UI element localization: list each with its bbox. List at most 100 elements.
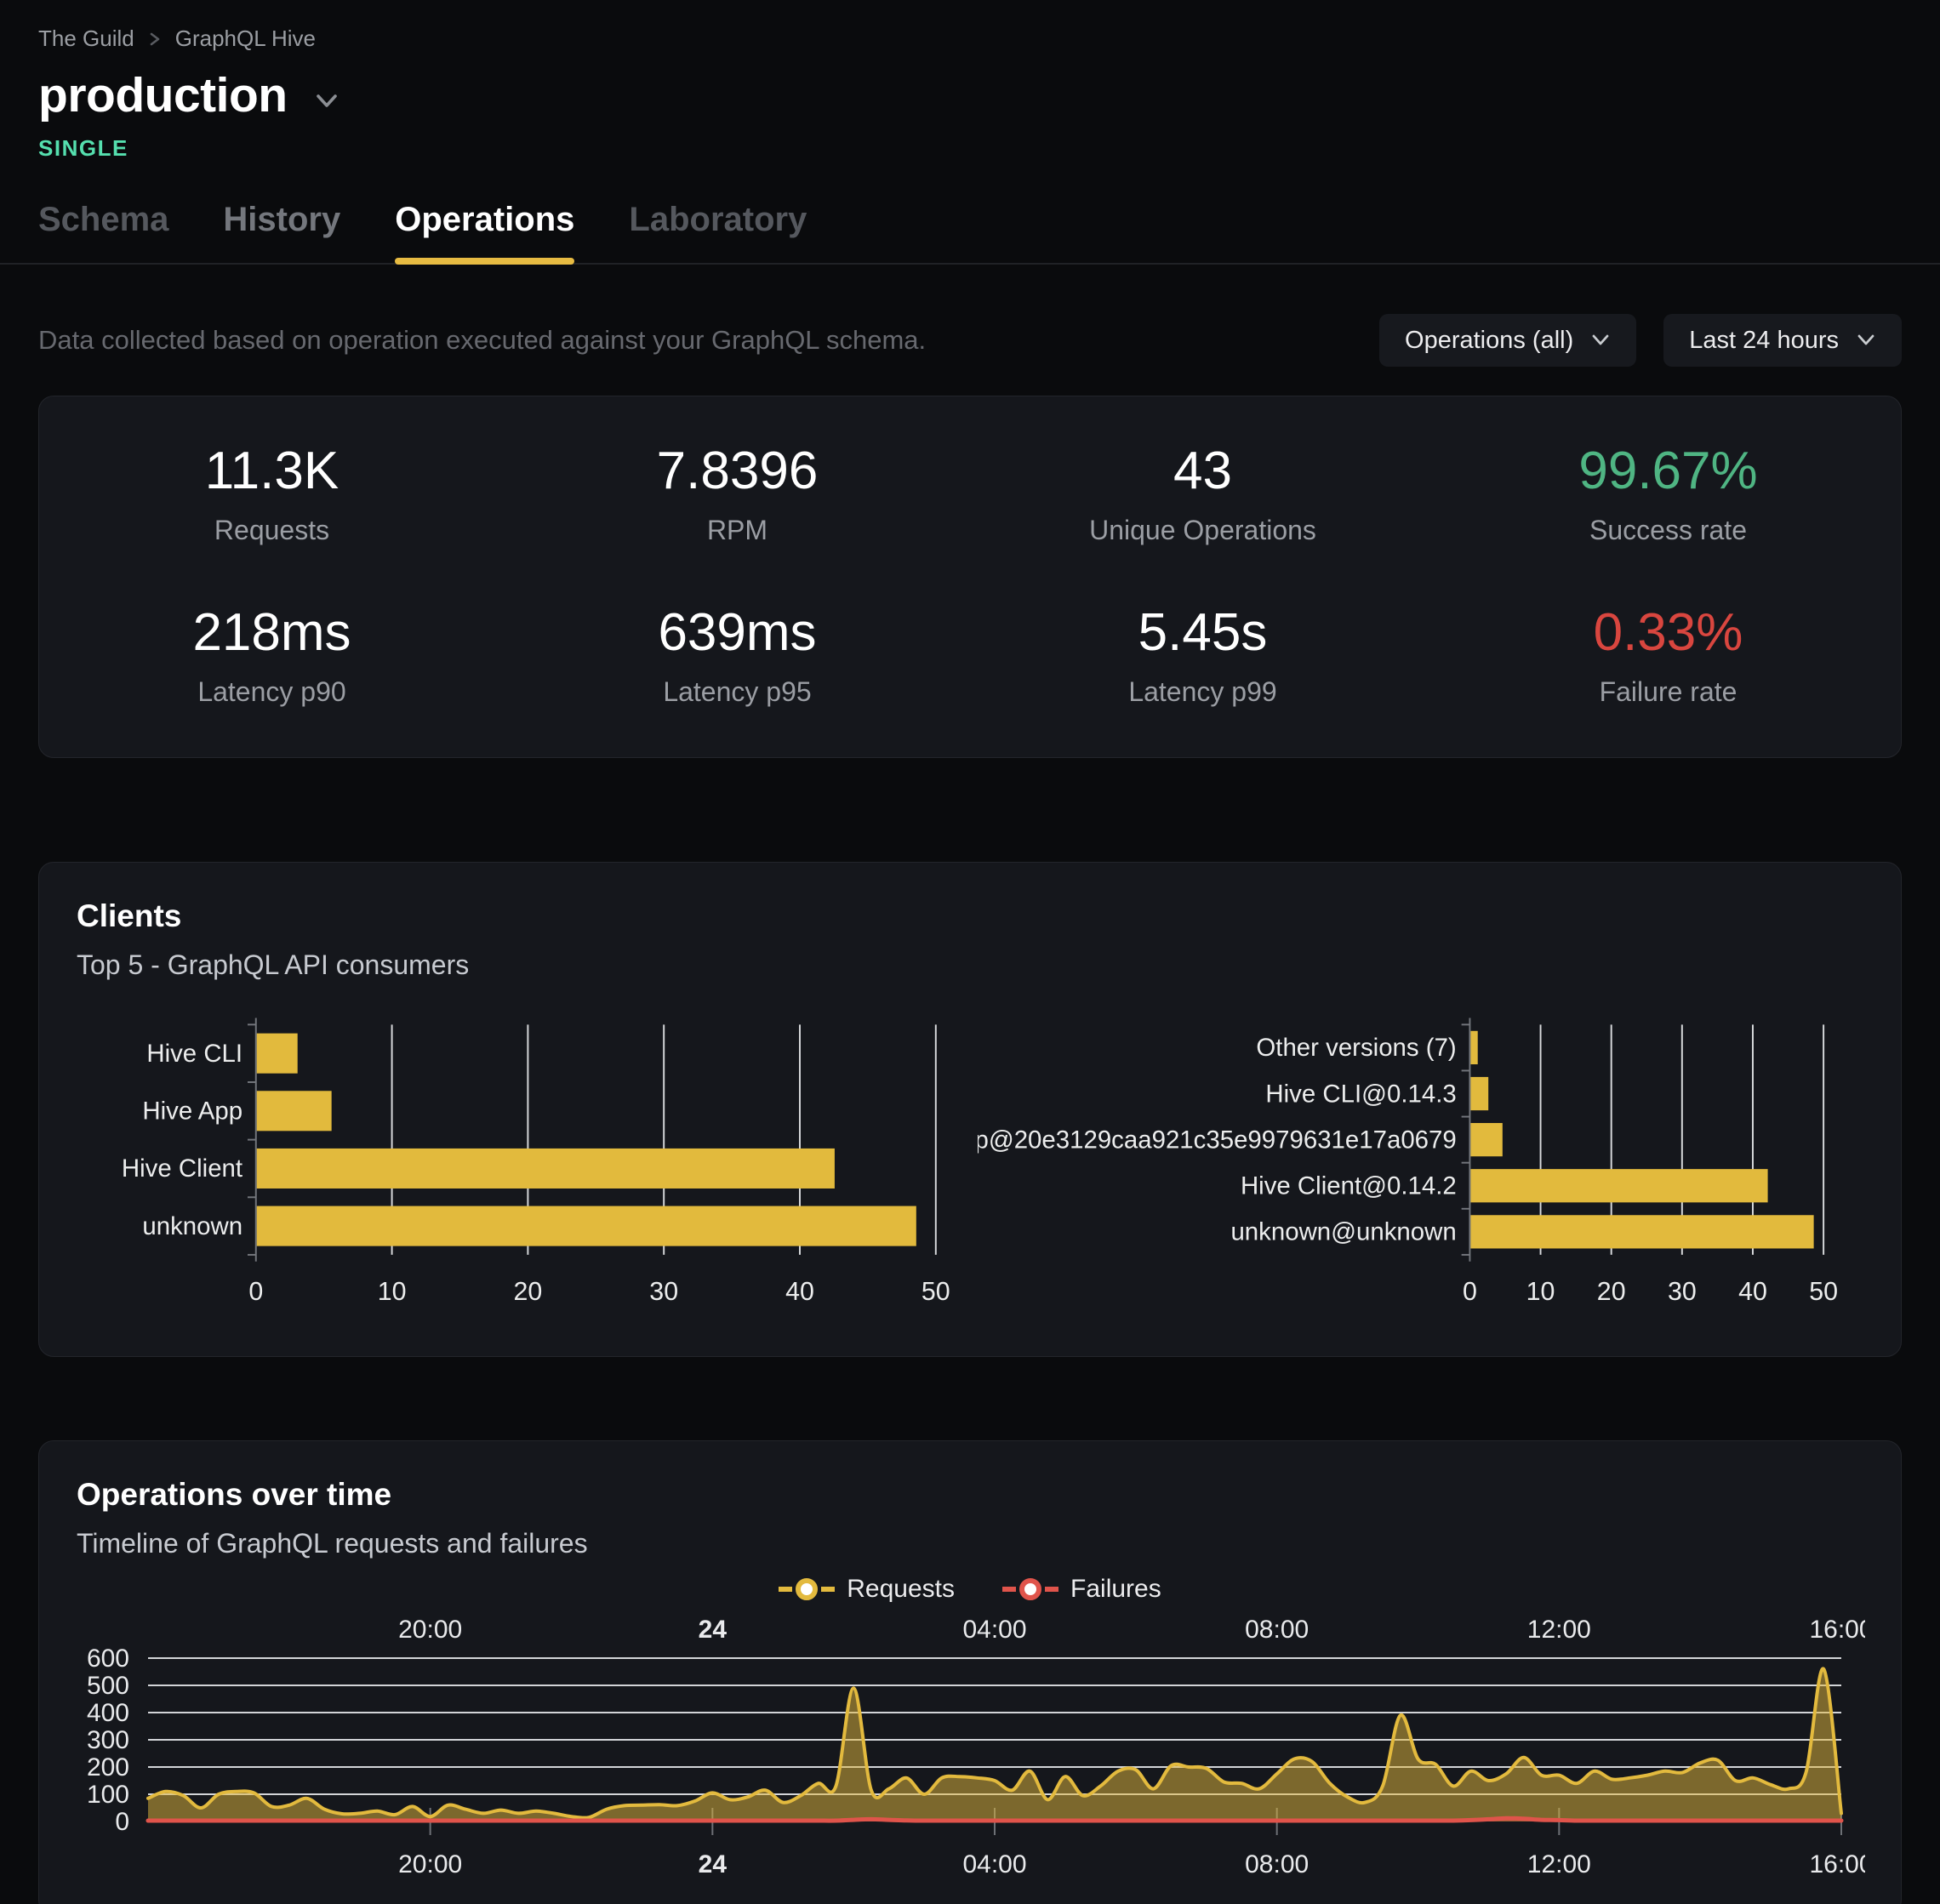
bar[interactable] bbox=[256, 1091, 332, 1132]
bar[interactable] bbox=[256, 1206, 916, 1246]
y-tick-label: 500 bbox=[87, 1672, 129, 1700]
x-tick-label: 50 bbox=[1809, 1277, 1838, 1306]
operations-timeline-chart[interactable]: 20:00 20:00 24 24 04:00 04:00 08:00 08:00 12:00 1… bbox=[77, 1616, 1874, 1888]
active-tab-underline bbox=[395, 258, 575, 265]
x-tick-label-bottom: 24 bbox=[699, 1850, 728, 1878]
bar[interactable] bbox=[1470, 1030, 1478, 1065]
stat-label: Requests bbox=[214, 515, 330, 545]
stat-failure-rate: 0.33% Failure rate bbox=[1435, 602, 1901, 708]
stat-value: 11.3K bbox=[204, 442, 340, 500]
category-label: unknown@unknown bbox=[1230, 1218, 1456, 1246]
stat-value: 5.45s bbox=[1138, 603, 1268, 662]
stat-latency-p90: 218ms Latency p90 bbox=[39, 602, 505, 708]
time-range-dropdown[interactable]: Last 24 hours bbox=[1663, 314, 1902, 367]
timeline-legend: Requests Failures bbox=[77, 1575, 1863, 1604]
x-tick-label: 30 bbox=[1668, 1277, 1697, 1306]
stat-label: Latency p95 bbox=[663, 676, 812, 707]
y-tick-label: 200 bbox=[87, 1753, 129, 1781]
tab-schema[interactable]: Schema bbox=[38, 201, 169, 238]
clients-by-version-chart[interactable]: 0 10 20 30 40 50 Other versions (7) Hive CLI@0.… bbox=[978, 1017, 1863, 1316]
breadcrumb: The Guild GraphQL Hive bbox=[38, 26, 1902, 52]
chevron-right-icon bbox=[148, 29, 162, 49]
x-tick-label-bottom: 04:00 bbox=[962, 1850, 1026, 1878]
page-title: production bbox=[38, 68, 288, 123]
category-label: unknown bbox=[142, 1212, 242, 1240]
target-type-badge: SINGLE bbox=[38, 135, 128, 161]
stat-latency-p99: 5.45s Latency p99 bbox=[970, 602, 1435, 708]
x-tick-label-bottom: 20:00 bbox=[398, 1850, 462, 1878]
tab-history[interactable]: History bbox=[223, 201, 341, 238]
y-tick-label: 600 bbox=[87, 1645, 129, 1673]
requests-series-marker-icon bbox=[779, 1578, 836, 1600]
bar[interactable] bbox=[256, 1148, 835, 1189]
tab-operations[interactable]: Operations bbox=[395, 201, 575, 265]
x-tick-label: 50 bbox=[922, 1277, 950, 1306]
bar[interactable] bbox=[1470, 1215, 1814, 1249]
stat-label: RPM bbox=[706, 515, 768, 545]
operations-filter-value: Operations (all) bbox=[1405, 326, 1574, 354]
y-tick-label: 400 bbox=[87, 1699, 129, 1727]
stat-value: 639ms bbox=[658, 603, 817, 662]
x-tick-label-top: 04:00 bbox=[962, 1617, 1026, 1644]
chevron-down-icon[interactable] bbox=[313, 92, 340, 111]
x-tick-label: 10 bbox=[378, 1277, 407, 1306]
legend-item-requests[interactable]: Requests bbox=[779, 1575, 955, 1604]
stat-value: 7.8396 bbox=[656, 442, 819, 500]
x-tick-label-top: 24 bbox=[699, 1617, 728, 1644]
stat-label: Latency p90 bbox=[197, 676, 346, 707]
stat-label: Failure rate bbox=[1599, 676, 1737, 707]
clients-subtitle: Top 5 - GraphQL API consumers bbox=[77, 949, 470, 980]
breadcrumb-item-organization[interactable]: The Guild bbox=[38, 26, 134, 51]
bar[interactable] bbox=[1470, 1123, 1503, 1157]
bar[interactable] bbox=[256, 1033, 298, 1074]
y-tick-label: 0 bbox=[115, 1808, 129, 1836]
stat-label: Success rate bbox=[1589, 515, 1747, 545]
operations-filter-dropdown[interactable]: Operations (all) bbox=[1379, 314, 1637, 367]
tab-laboratory[interactable]: Laboratory bbox=[629, 201, 807, 238]
stat-label: Latency p99 bbox=[1128, 676, 1277, 707]
stat-unique-operations: 43 Unique Operations bbox=[970, 441, 1435, 546]
breadcrumb-item-project[interactable]: GraphQL Hive bbox=[174, 26, 316, 51]
x-tick-label-bottom: 12:00 bbox=[1527, 1850, 1591, 1878]
clients-by-name-chart[interactable]: 0 10 20 30 40 50 Hive CLI Hive App Hive Client un… bbox=[77, 1017, 978, 1316]
y-tick-label: 100 bbox=[87, 1781, 129, 1809]
legend-label: Failures bbox=[1070, 1575, 1161, 1603]
x-tick-label: 30 bbox=[649, 1277, 678, 1306]
category-label: Hive CLI@0.14.3 bbox=[1265, 1080, 1456, 1108]
requests-line[interactable] bbox=[146, 1667, 1843, 1820]
x-tick-label-top: 08:00 bbox=[1245, 1617, 1309, 1644]
category-label: Hive CLI bbox=[146, 1040, 242, 1068]
stat-value: 99.67% bbox=[1578, 442, 1758, 500]
bar[interactable] bbox=[1470, 1169, 1768, 1203]
legend-label: Requests bbox=[847, 1575, 956, 1603]
operations-over-time-card: Operations over time Timeline of GraphQL… bbox=[38, 1440, 1902, 1904]
stat-value: 218ms bbox=[192, 603, 351, 662]
controls-row: Data collected based on operation execut… bbox=[38, 314, 1902, 367]
stat-success-rate: 99.67% Success rate bbox=[1435, 441, 1901, 546]
x-tick-label: 10 bbox=[1526, 1277, 1555, 1306]
time-range-value: Last 24 hours bbox=[1689, 326, 1839, 354]
stat-rpm: 7.8396 RPM bbox=[505, 441, 970, 546]
x-tick-label-bottom: 08:00 bbox=[1245, 1850, 1309, 1878]
failures-series-marker-icon bbox=[1002, 1578, 1059, 1600]
x-tick-label: 0 bbox=[248, 1277, 263, 1306]
x-tick-label: 20 bbox=[1597, 1277, 1626, 1306]
category-label: Hive Client bbox=[122, 1154, 242, 1183]
x-tick-label: 40 bbox=[785, 1277, 814, 1306]
stat-latency-p95: 639ms Latency p95 bbox=[505, 602, 970, 708]
category-label: Hive App bbox=[142, 1097, 242, 1126]
x-tick-label-top: 12:00 bbox=[1527, 1617, 1591, 1644]
description-text: Data collected based on operation execut… bbox=[38, 325, 927, 355]
category-label: Hive App@20e3129caa921c35e9979631e17a067… bbox=[978, 1126, 1457, 1154]
stat-value: 43 bbox=[1173, 442, 1232, 500]
bar[interactable] bbox=[1470, 1076, 1489, 1111]
y-tick-label: 300 bbox=[87, 1726, 129, 1754]
operations-subtitle: Timeline of GraphQL requests and failure… bbox=[77, 1528, 588, 1559]
legend-item-failures[interactable]: Failures bbox=[1002, 1575, 1161, 1604]
x-tick-label-top: 16:00 bbox=[1809, 1617, 1865, 1644]
clients-title: Clients bbox=[77, 898, 182, 933]
stat-label: Unique Operations bbox=[1089, 515, 1316, 545]
stats-card: 11.3K Requests 7.8396 RPM 43 Unique Oper… bbox=[38, 396, 1902, 758]
failures-line[interactable] bbox=[146, 1816, 1844, 1823]
